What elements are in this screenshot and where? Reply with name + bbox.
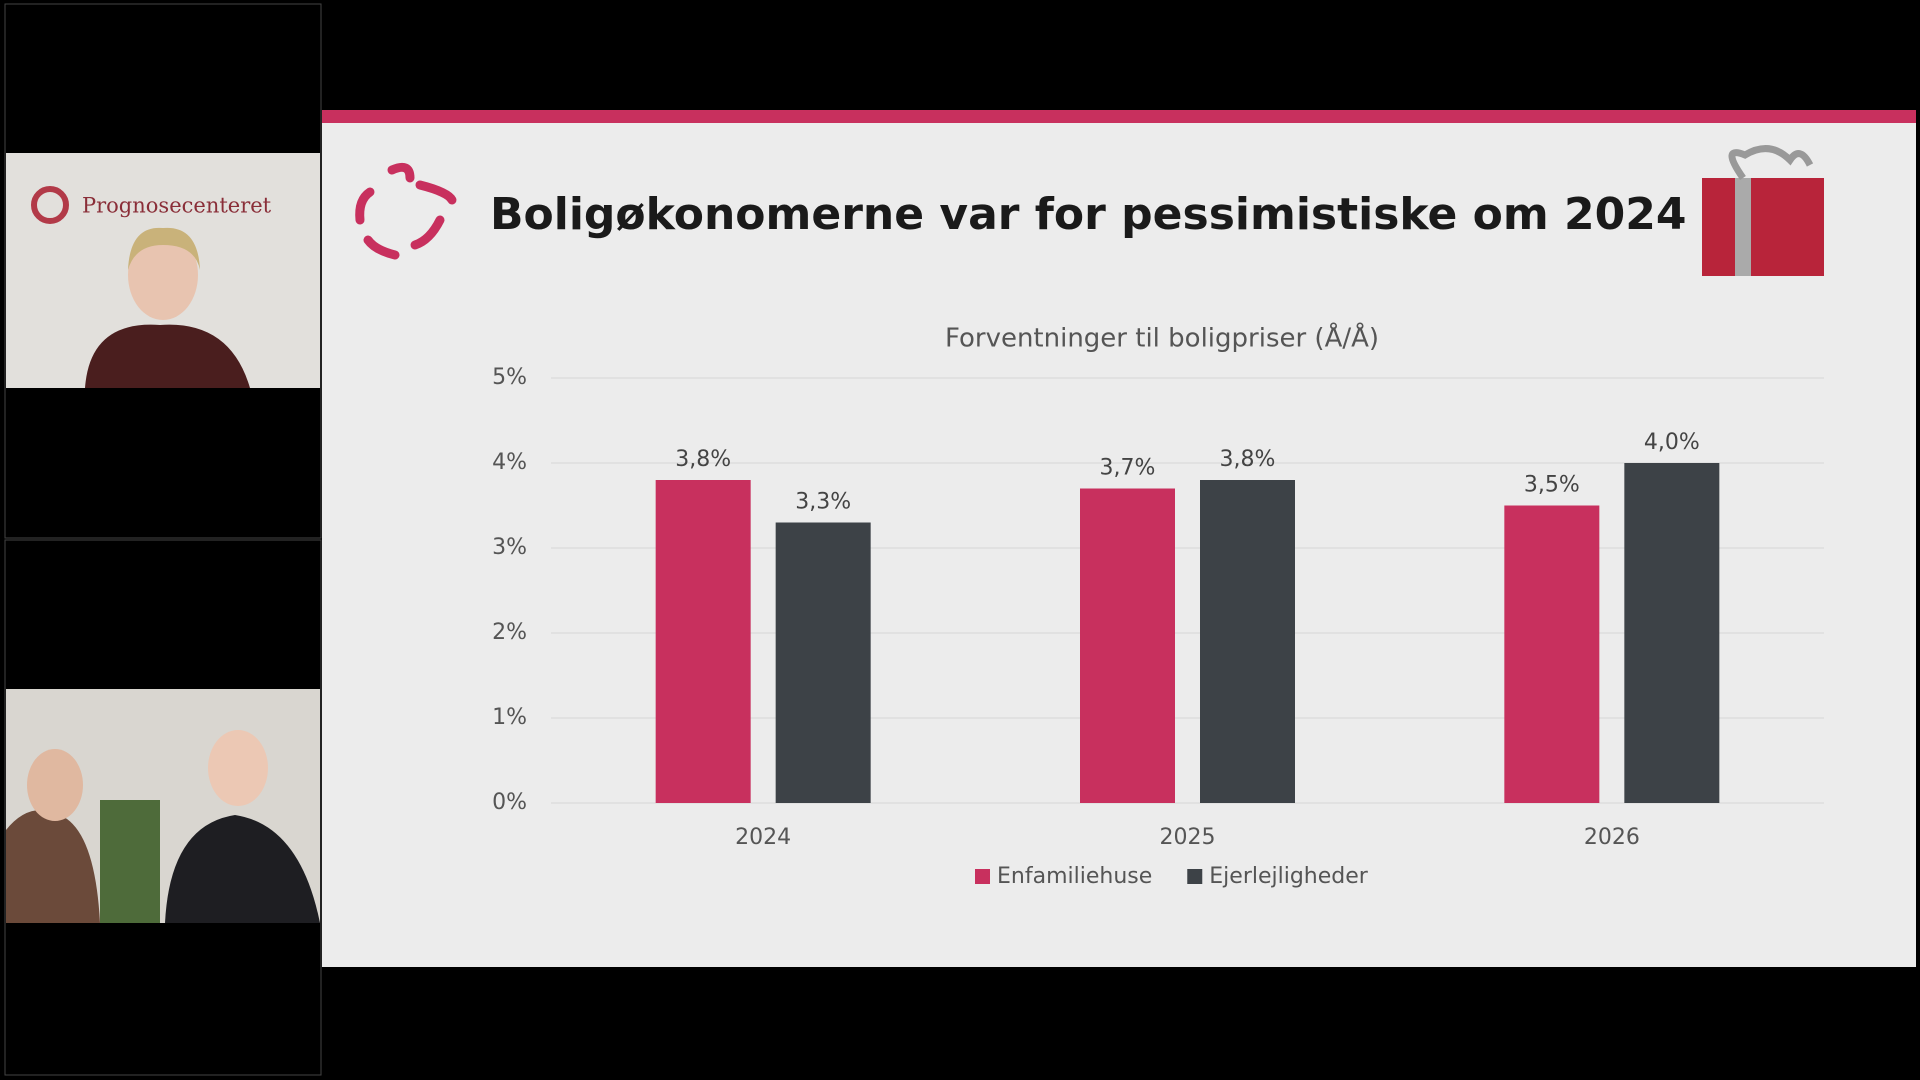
participant-tile <box>4 3 322 539</box>
person <box>85 324 250 388</box>
y-tick-label: 0% <box>492 790 527 815</box>
legend-label: Ejerlejligheder <box>1209 864 1369 889</box>
legend-label: Enfamiliehuse <box>997 864 1152 889</box>
x-tick-label: 2026 <box>1584 825 1640 850</box>
person <box>208 730 268 806</box>
data-label: 3,8% <box>675 447 731 472</box>
x-tick-label: 2025 <box>1160 825 1216 850</box>
participant-tile <box>4 539 322 1076</box>
logo-icon <box>31 186 69 224</box>
legend-swatch <box>1187 869 1203 884</box>
y-tick-label: 1% <box>492 705 527 730</box>
bar <box>1200 480 1295 803</box>
logo-text: Prognosecenteret <box>82 194 272 218</box>
y-tick-label: 2% <box>492 620 527 645</box>
webcam-1: Prognosecenteret <box>6 153 320 388</box>
x-tick-label: 2024 <box>735 825 791 850</box>
bar <box>1080 488 1175 803</box>
bar <box>655 480 751 803</box>
data-label: 3,7% <box>1100 456 1156 481</box>
chart-title: Forventninger til boligpriser (Å/Å) <box>945 322 1379 354</box>
bar <box>1624 463 1720 803</box>
y-tick-label: 4% <box>492 450 527 475</box>
y-tick-label: 5% <box>492 365 527 390</box>
person <box>6 810 100 923</box>
webcam-2 <box>6 689 320 923</box>
gift-bow <box>1728 145 1814 181</box>
data-label: 3,8% <box>1220 447 1276 472</box>
gift-box <box>1702 178 1824 276</box>
gift-ribbon <box>1735 178 1751 276</box>
logo <box>355 162 457 260</box>
bar <box>1504 505 1600 803</box>
legend-swatch <box>975 869 990 884</box>
y-tick-label: 3% <box>492 535 527 560</box>
gift-icon <box>1702 145 1824 276</box>
bar <box>775 522 871 803</box>
data-label: 3,3% <box>795 490 851 515</box>
person <box>128 227 200 270</box>
data-label: 3,5% <box>1524 473 1580 498</box>
person <box>128 230 198 320</box>
slide-title: Boligøkonomerne var for pessimistiske om… <box>490 189 1687 240</box>
plant <box>100 800 160 923</box>
slide-accent <box>322 110 1916 123</box>
person <box>27 749 83 821</box>
data-label: 4,0% <box>1644 430 1700 455</box>
person <box>165 815 320 923</box>
